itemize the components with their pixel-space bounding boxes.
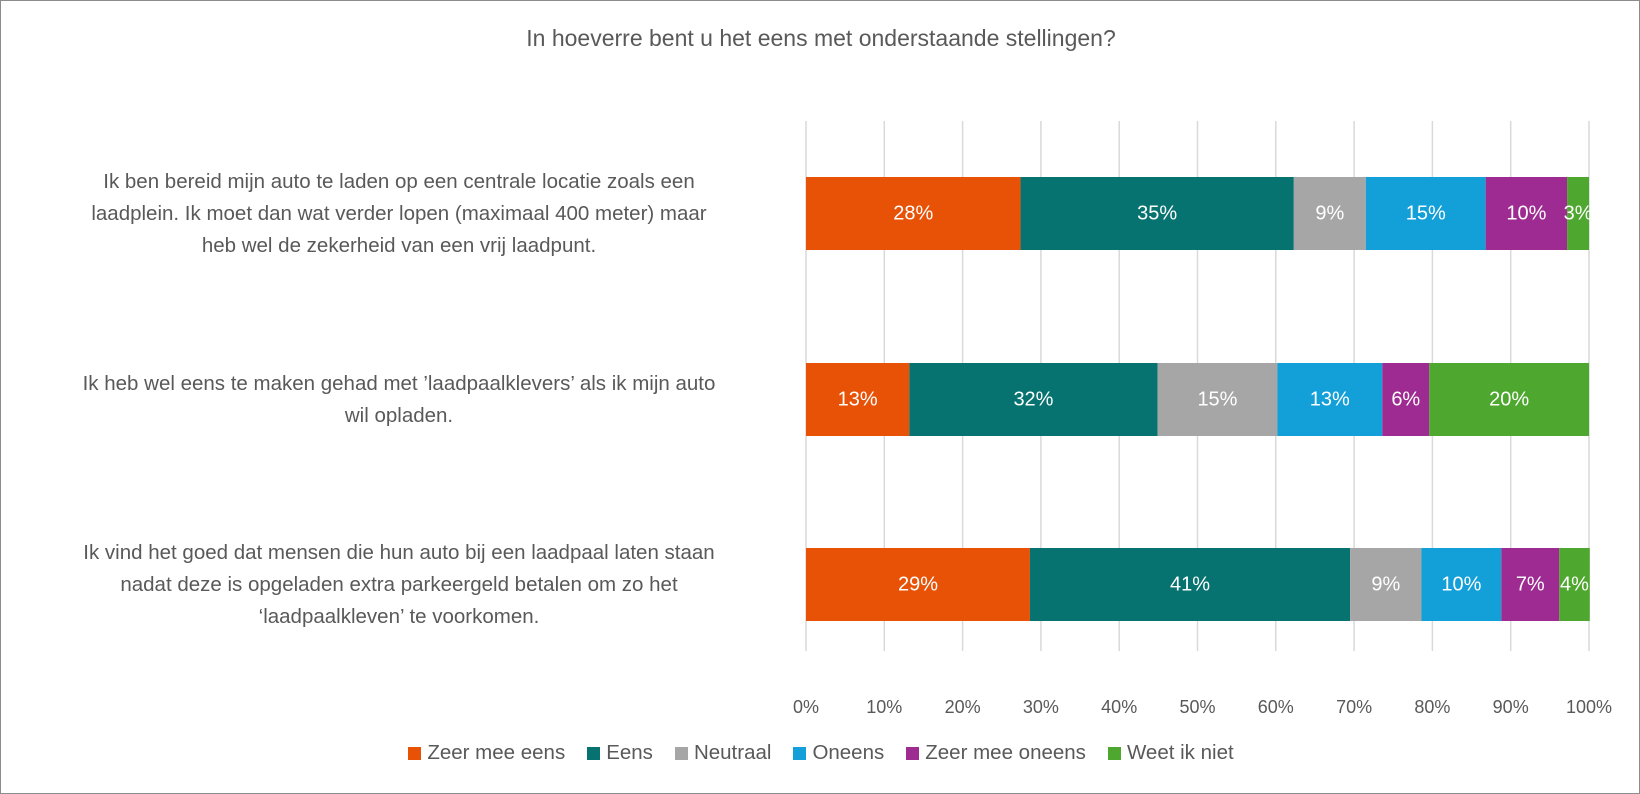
category-label-line: heb wel de zekerheid van een vrij laadpu… [201, 233, 597, 257]
data-label: 13% [1309, 388, 1350, 410]
bar-segment [1559, 548, 1590, 621]
category-label-line: ‘laadpaalkleven’ te voorkomen. [258, 604, 540, 628]
bar-segment [1157, 363, 1278, 436]
x-tick-label: 60% [1257, 697, 1294, 717]
category-label: Ik ben bereid mijn auto te laden op een … [19, 166, 779, 262]
legend-item: Neutraal [674, 741, 772, 765]
bar-segment [1020, 177, 1294, 250]
x-tick-label: 0% [792, 697, 820, 717]
data-label: 32% [1013, 388, 1054, 410]
x-tick-label: 30% [1022, 697, 1059, 717]
x-tick-label: 100% [1565, 697, 1613, 717]
legend-item: Weet ik niet [1107, 741, 1234, 765]
bar-segment [1365, 177, 1486, 250]
data-label: 15% [1405, 202, 1446, 224]
data-label: 28% [893, 202, 934, 224]
data-label: 7% [1515, 573, 1545, 595]
data-label: 29% [897, 573, 938, 595]
bar-segment [806, 363, 910, 436]
x-tick-label: 10% [866, 697, 903, 717]
data-label: 15% [1197, 388, 1238, 410]
x-tick-label: 80% [1414, 697, 1451, 717]
data-label: 3% [1563, 202, 1593, 224]
legend-swatch [587, 746, 601, 760]
legend-label: Weet ik niet [1126, 741, 1234, 764]
bar-segment [1350, 548, 1422, 621]
chart-title: In hoeverre bent u het eens met ondersta… [526, 25, 1116, 51]
legend-item: Eens [587, 741, 653, 765]
bar-segment [806, 177, 1021, 250]
legend-swatch [906, 746, 920, 760]
category-label-line: laadplein. Ik moet dan wat verder lopen … [91, 201, 707, 225]
legend-item: Zeer mee eens [408, 741, 565, 765]
x-tick-label: 70% [1336, 697, 1373, 717]
legend-swatch [1107, 746, 1121, 760]
legend-swatch [793, 746, 807, 760]
data-label: 9% [1315, 202, 1345, 224]
data-label: 20% [1489, 388, 1530, 410]
bar-segment [1382, 363, 1430, 436]
category-label: Ik vind het goed dat mensen die hun auto… [19, 537, 779, 633]
legend-label: Zeer mee oneens [925, 741, 1086, 764]
bar-segment [806, 548, 1030, 621]
bar-segment [909, 363, 1158, 436]
data-label: 9% [1371, 573, 1401, 595]
legend-swatch [408, 746, 422, 760]
category-label-line: Ik heb wel eens te maken gehad met ’laad… [82, 371, 716, 395]
data-label: 13% [837, 388, 878, 410]
bar-segment [1029, 548, 1351, 621]
data-label: 41% [1170, 573, 1211, 595]
bar-segment [1293, 177, 1366, 250]
data-label: 35% [1137, 202, 1178, 224]
category-label-line: wil opladen. [344, 403, 454, 427]
x-tick-label: 20% [944, 697, 981, 717]
bar-segment [1421, 548, 1502, 621]
category-label-line: Ik vind het goed dat mensen die hun auto… [83, 540, 715, 564]
legend-item: Zeer mee oneens [906, 741, 1086, 765]
data-label: 6% [1391, 388, 1421, 410]
bar-segment [1485, 177, 1568, 250]
legend-label: Neutraal [693, 741, 772, 764]
legend-item: Oneens [793, 741, 884, 765]
data-label: 10% [1506, 202, 1547, 224]
data-label: 10% [1441, 573, 1482, 595]
legend-swatch [674, 746, 688, 760]
x-tick-label: 50% [1179, 697, 1216, 717]
x-tick-label: 40% [1101, 697, 1138, 717]
legend: Zeer mee eens Eens Neutraal Oneens Zeer mee … [1, 741, 1639, 765]
legend-label: Eens [606, 741, 653, 764]
bar-segment [1429, 363, 1589, 436]
bar-segment [1501, 548, 1560, 621]
x-tick-label: 90% [1492, 697, 1529, 717]
legend-label: Oneens [812, 741, 885, 764]
category-label-line: Ik ben bereid mijn auto te laden op een … [103, 169, 695, 193]
bar-segment [1567, 177, 1589, 250]
category-label: Ik heb wel eens te maken gehad met ’laad… [19, 368, 779, 432]
category-label-line: nadat deze is opgeladen extra parkeergel… [120, 572, 678, 596]
bar-segment [1277, 363, 1383, 436]
legend-label: Zeer mee eens [427, 741, 566, 764]
data-label: 4% [1560, 573, 1589, 595]
